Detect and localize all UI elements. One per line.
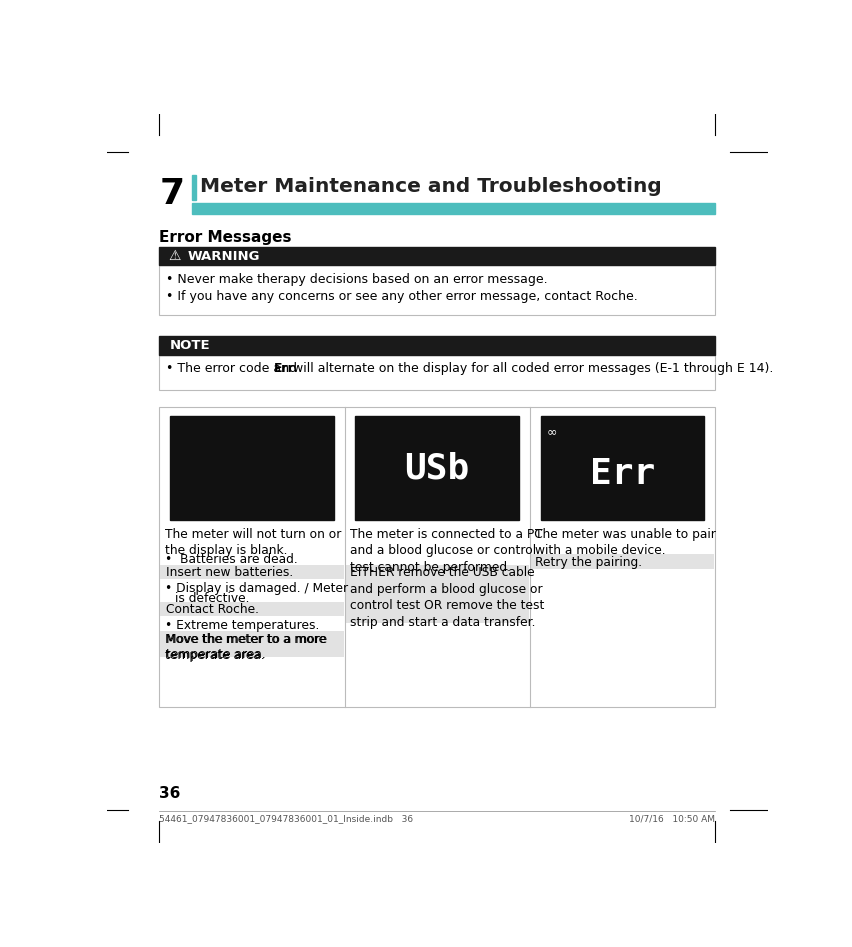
Text: is defective.: is defective.: [175, 592, 249, 605]
Bar: [160, 631, 343, 657]
Bar: [159, 354, 714, 390]
Text: Move the meter to a more
temperate area.: Move the meter to a more temperate area.: [164, 633, 325, 662]
Text: • Display is damaged. / Meter: • Display is damaged. / Meter: [164, 581, 348, 595]
Bar: [355, 417, 518, 520]
Text: • Never make therapy decisions based on an error message.: • Never make therapy decisions based on …: [165, 273, 546, 286]
Text: Contact Roche.: Contact Roche.: [165, 603, 258, 616]
Text: 54461_07947836001_07947836001_01_Inside.indb   36: 54461_07947836001_07947836001_01_Inside.…: [159, 814, 413, 823]
Text: Err: Err: [273, 363, 295, 375]
Text: USb: USb: [404, 451, 469, 485]
Text: 36: 36: [159, 786, 181, 801]
Bar: [170, 417, 333, 520]
Bar: [159, 265, 714, 314]
Text: EITHER remove the USB cable
and perform a blood glucose or
control test OR remov: EITHER remove the USB cable and perform …: [349, 566, 544, 629]
Text: The meter will not turn on or
the display is blank.: The meter will not turn on or the displa…: [164, 527, 341, 558]
Text: The meter was unable to pair
with a mobile device.: The meter was unable to pair with a mobi…: [534, 527, 715, 558]
Text: The meter is connected to a PC
and a blood glucose or control
test cannot be per: The meter is connected to a PC and a blo…: [349, 527, 542, 574]
Text: 7: 7: [159, 177, 184, 211]
Bar: [159, 407, 714, 707]
Bar: [540, 417, 703, 520]
Bar: [192, 175, 195, 200]
Text: Insert new batteries.: Insert new batteries.: [165, 566, 292, 580]
Text: WARNING: WARNING: [187, 250, 259, 262]
Bar: [159, 247, 714, 265]
Text: 10/7/16   10:50 AM: 10/7/16 10:50 AM: [628, 814, 714, 823]
Bar: [160, 602, 343, 616]
Bar: [159, 336, 714, 354]
Text: • If you have any concerns or see any other error message, contact Roche.: • If you have any concerns or see any ot…: [165, 290, 636, 303]
Text: Error Messages: Error Messages: [159, 230, 291, 245]
Text: Move the meter to a more
temperate area.: Move the meter to a more temperate area.: [165, 633, 326, 661]
Text: •  Batteries are dead.: • Batteries are dead.: [164, 552, 297, 565]
Bar: [160, 564, 343, 579]
Text: Meter Maintenance and Troubleshooting: Meter Maintenance and Troubleshooting: [199, 177, 660, 196]
Bar: [530, 554, 713, 569]
Text: ⚠: ⚠: [169, 249, 181, 263]
Text: Retry the pairing.: Retry the pairing.: [534, 556, 642, 568]
Text: NOTE: NOTE: [170, 339, 210, 352]
Text: • The error code and: • The error code and: [165, 363, 300, 375]
Bar: [192, 203, 714, 214]
Bar: [345, 564, 528, 623]
Bar: [160, 631, 343, 655]
Text: ∞: ∞: [545, 425, 556, 438]
Text: will alternate on the display for all coded error messages (E-1 through E 14).: will alternate on the display for all co…: [289, 363, 772, 375]
Text: Err: Err: [589, 457, 654, 491]
Text: • Extreme temperatures.: • Extreme temperatures.: [164, 618, 319, 632]
